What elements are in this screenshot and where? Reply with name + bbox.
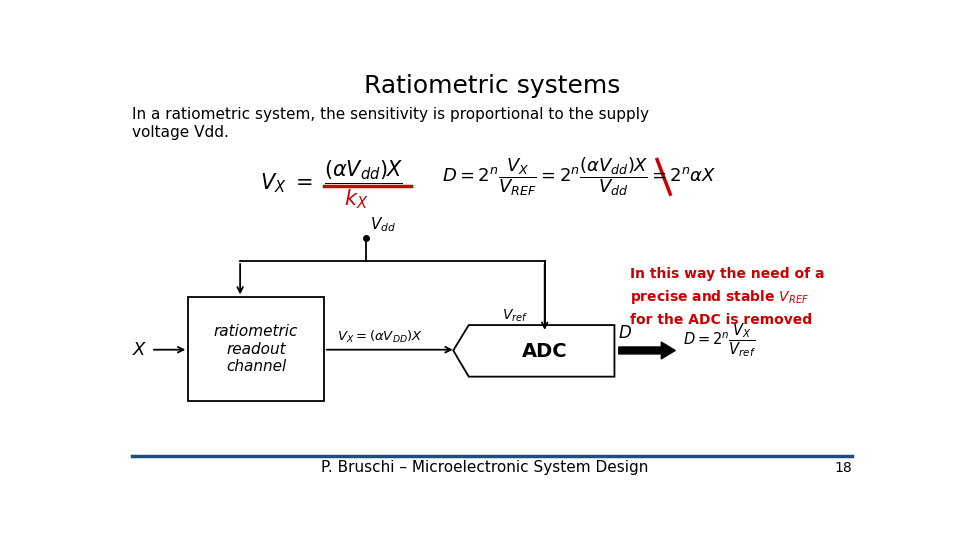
Text: In this way the need of a
precise and stable $V_{REF}$
for the ADC is removed: In this way the need of a precise and st… [630,267,825,327]
Text: $V_X \ = \ \dfrac{(\alpha V_{dd})X}{\quad}$: $V_X \ = \ \dfrac{(\alpha V_{dd})X}{\qua… [259,158,402,195]
FancyArrowPatch shape [619,342,675,359]
Text: $X$: $X$ [132,341,148,359]
Polygon shape [453,325,614,377]
Text: 18: 18 [834,461,852,475]
Text: ADC: ADC [522,342,567,361]
Text: $V_X = (\alpha V_{DD})X$: $V_X = (\alpha V_{DD})X$ [337,328,422,345]
Text: $D = 2^n \dfrac{V_X}{V_{REF}} = 2^n \dfrac{(\alpha V_{dd})X}{V_{dd}} = 2^n \alph: $D = 2^n \dfrac{V_X}{V_{REF}} = 2^n \dfr… [442,155,716,198]
Text: $D$: $D$ [618,324,633,342]
Text: Ratiometric systems: Ratiometric systems [364,75,620,98]
Text: $k_X$: $k_X$ [345,188,369,211]
Text: In a ratiometric system, the sensitivity is proportional to the supply
voltage V: In a ratiometric system, the sensitivity… [132,107,649,139]
Text: $V_{ref}$: $V_{ref}$ [502,307,528,323]
Bar [188,298,324,401]
Text: ratiometric
readout
channel: ratiometric readout channel [214,325,299,374]
Text: P. Bruschi – Microelectronic System Design: P. Bruschi – Microelectronic System Desi… [321,460,648,475]
Text: $V_{dd}$: $V_{dd}$ [371,215,396,234]
Text: $D = 2^n \dfrac{V_X}{V_{ref}}$: $D = 2^n \dfrac{V_X}{V_{ref}}$ [684,321,756,360]
